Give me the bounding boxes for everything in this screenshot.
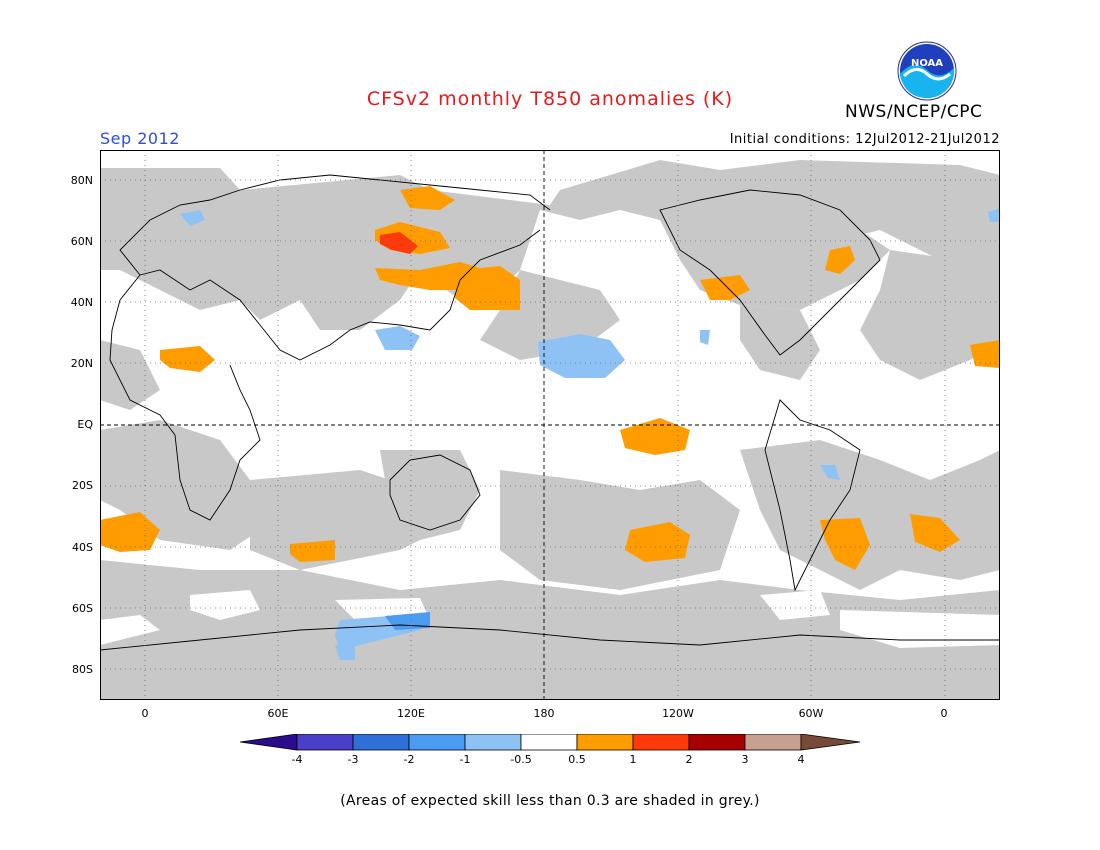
chart-title: CFSv2 monthly T850 anomalies (K) <box>366 88 734 110</box>
lat-label-60n: 60N <box>70 235 93 248</box>
lat-label-40n: 40N <box>70 296 93 309</box>
warm-anomalies <box>100 186 1000 570</box>
lon-label-60e: 60E <box>267 707 289 720</box>
colorbar-tick: -1 <box>459 753 471 766</box>
colorbar-swatch <box>520 733 578 751</box>
lon-label-180: 180 <box>533 707 555 720</box>
cool-anomalies <box>180 208 1000 660</box>
unmasked-areas <box>100 590 1000 648</box>
colorbar-swatch <box>744 733 802 751</box>
lon-label-120e: 120E <box>397 707 425 720</box>
colorbar-tick: -0.5 <box>510 753 532 766</box>
colorbar-arrow-high <box>800 733 861 751</box>
skill-mask <box>100 160 1000 700</box>
colorbar-tick: 0.5 <box>568 753 586 766</box>
colorbar-tick: -3 <box>347 753 359 766</box>
colorbar-swatch <box>296 733 354 751</box>
lat-label-40s: 40S <box>72 541 93 554</box>
footnote: (Areas of expected skill less than 0.3 a… <box>340 793 760 809</box>
colorbar-swatch <box>408 733 466 751</box>
strong-warm-anomaly <box>380 232 418 254</box>
colorbar-swatch <box>464 733 522 751</box>
lon-label-0: 0 <box>141 707 149 720</box>
lon-label-60w: 60W <box>798 707 824 720</box>
coastlines <box>99 174 1000 651</box>
lat-label-eq: EQ <box>77 418 93 431</box>
colorbar-swatch <box>632 733 690 751</box>
agency-label: NWS/NCEP/CPC <box>845 102 983 122</box>
lat-label-20n: 20N <box>70 357 93 370</box>
colorbar-tick: 1 <box>629 753 637 766</box>
lat-label-80s: 80S <box>72 663 93 676</box>
lat-label-60s: 60S <box>72 602 93 615</box>
noaa-logo: NOAA <box>896 40 958 106</box>
reference-lines <box>100 150 1000 700</box>
colorbar-tick: -4 <box>291 753 303 766</box>
lat-label-20s: 20S <box>72 479 93 492</box>
lat-label-80n: 80N <box>70 174 93 187</box>
lon-label-120w: 120W <box>662 707 694 720</box>
colorbar-tick: -2 <box>403 753 415 766</box>
colorbar-tick: 4 <box>797 753 805 766</box>
forecast-period: Sep 2012 <box>100 129 180 148</box>
initial-conditions: Initial conditions: 12Jul2012-21Jul2012 <box>729 132 1000 147</box>
colorbar <box>239 733 862 756</box>
colorbar-tick: 2 <box>685 753 693 766</box>
logo-text: NOAA <box>911 58 943 69</box>
colorbar-swatch <box>352 733 410 751</box>
lon-label-0-east: 0 <box>940 707 948 720</box>
colorbar-swatch <box>688 733 746 751</box>
colorbar-swatch <box>576 733 634 751</box>
colorbar-tick: 3 <box>741 753 749 766</box>
anomaly-map <box>99 149 1001 704</box>
colorbar-arrow-low <box>239 733 298 751</box>
